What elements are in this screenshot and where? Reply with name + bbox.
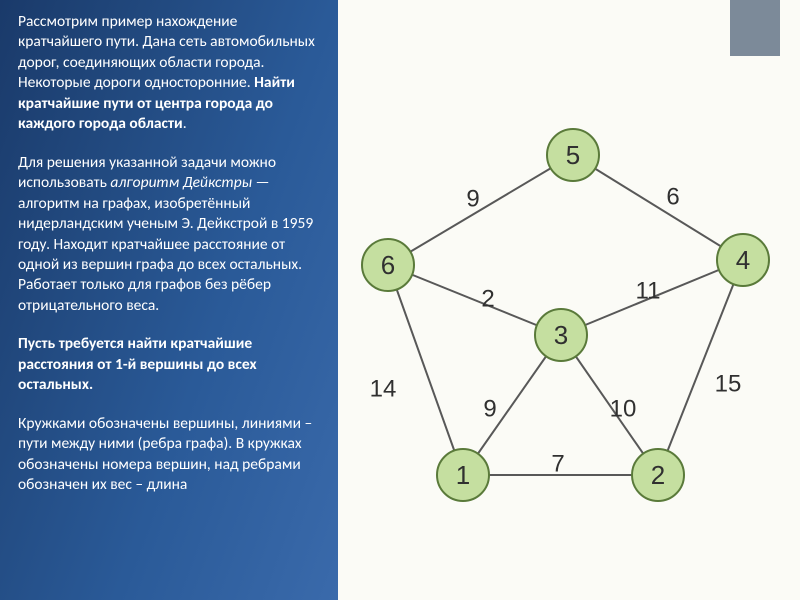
node-label-6: 6: [381, 250, 395, 280]
edge-weight-6-5: 9: [466, 185, 479, 212]
edge-6-5: [388, 155, 573, 265]
p2-text-italic: алгоритм Дейкстры: [110, 173, 252, 192]
paragraph-1: Рассмотрим пример нахождение кратчайшего…: [18, 12, 324, 135]
graph-nodes: 1 2 3 4 5 6: [362, 129, 769, 501]
node-label-2: 2: [651, 460, 665, 490]
edge-weight-6-3: 2: [481, 285, 494, 312]
node-label-3: 3: [554, 320, 568, 350]
graph-svg: 9 6 2 11 14 9 10 15 7 1 2 3 4 5 6: [348, 110, 788, 550]
edge-weight-1-2: 7: [551, 450, 564, 477]
edge-2-4: [658, 260, 743, 475]
edge-weight-5-4: 6: [666, 183, 679, 210]
edge-6-3: [388, 265, 561, 335]
node-label-5: 5: [566, 140, 580, 170]
edge-weight-6-1: 14: [370, 375, 397, 402]
paragraph-2: Для решения указанной задачи можно испол…: [18, 153, 324, 317]
node-label-4: 4: [736, 245, 750, 275]
accent-bar: [730, 0, 780, 56]
p2-text-post: — алгоритм на графах, изобретённый нидер…: [18, 173, 313, 315]
edge-6-1: [388, 265, 463, 475]
node-label-1: 1: [456, 460, 470, 490]
edge-weight-3-4: 11: [636, 277, 661, 304]
edge-weight-1-3: 9: [483, 395, 496, 422]
edge-5-4: [573, 155, 743, 260]
slide-root: Рассмотрим пример нахождение кратчайшего…: [0, 0, 800, 600]
paragraph-4: Кружками обозначены вершины, линиями – п…: [18, 414, 324, 496]
edge-weight-2-4: 15: [715, 370, 742, 397]
edge-weight-3-2: 10: [610, 395, 637, 422]
p1-text-post: .: [183, 114, 187, 133]
paragraph-3: Пусть требуется найти кратчайшие расстоя…: [18, 334, 324, 395]
text-panel: Рассмотрим пример нахождение кратчайшего…: [0, 0, 338, 600]
graph-panel: 9 6 2 11 14 9 10 15 7 1 2 3 4 5 6: [338, 0, 800, 600]
